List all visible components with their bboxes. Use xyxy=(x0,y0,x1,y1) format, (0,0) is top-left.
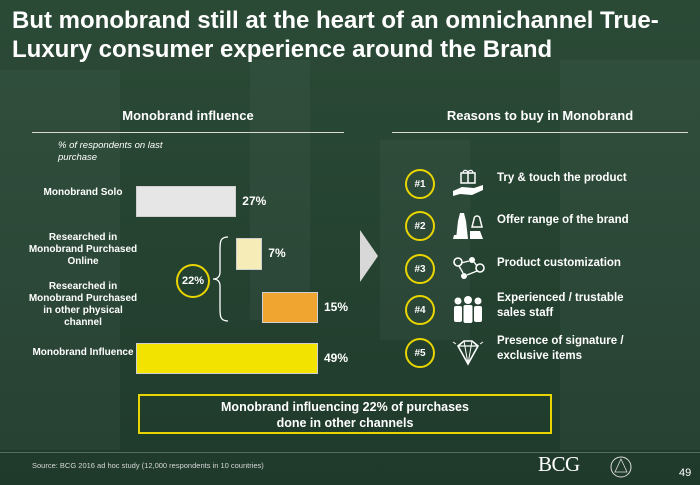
gift-hand-icon xyxy=(450,169,486,199)
bar-value-label: 15% xyxy=(324,300,349,314)
reason-rank-badge: #3 xyxy=(405,254,435,284)
diamond-icon xyxy=(450,338,486,368)
bar-value-label: 27% xyxy=(242,194,267,208)
chart-bar xyxy=(136,186,237,217)
bar-category-label: Monobrand Solo xyxy=(43,187,123,198)
right-section-divider xyxy=(392,132,688,133)
bar-value-label: 49% xyxy=(324,351,349,365)
chart-bar xyxy=(136,343,318,374)
chart-bar xyxy=(236,238,263,270)
reason-text: Try & touch the product xyxy=(497,172,627,184)
respondents-note: % of respondents on last purchase xyxy=(58,140,163,163)
bcg-logo: BCG xyxy=(538,452,580,476)
altagamma-logo xyxy=(610,456,632,478)
bar-category-label: Researched in Monobrand Purchased in oth… xyxy=(28,281,138,328)
bar-category-label: Monobrand Influence xyxy=(32,347,134,358)
reason-text: Experienced / trustable sales staff xyxy=(497,292,624,319)
chart-bar xyxy=(262,292,318,323)
bar-value-label: 7% xyxy=(268,246,286,260)
right-section-heading: Reasons to buy in Monobrand xyxy=(446,108,634,123)
fashion-items-icon xyxy=(450,211,486,241)
left-section-heading: Monobrand influence xyxy=(122,108,254,123)
chevron-right-icon xyxy=(360,230,378,282)
reason-rank-badge: #2 xyxy=(405,211,435,241)
callout-text: Monobrand influencing 22% of purchases d… xyxy=(221,400,469,430)
customization-nodes-icon xyxy=(450,254,486,284)
callout-box: Monobrand influencing 22% of purchases d… xyxy=(138,394,552,434)
reason-text: Presence of signature / exclusive items xyxy=(497,335,624,362)
slide-title: But monobrand still at the heart of an o… xyxy=(12,7,659,63)
reason-text: Product customization xyxy=(497,257,621,269)
staff-group-icon xyxy=(450,295,486,325)
footer-divider xyxy=(0,452,700,453)
reason-text: Offer range of the brand xyxy=(497,214,629,226)
group-percentage-badge: 22% xyxy=(176,264,210,298)
reason-rank-badge: #4 xyxy=(405,295,435,325)
page-number: 49 xyxy=(679,467,692,479)
left-section-divider xyxy=(32,132,344,133)
bar-category-label: Researched in Monobrand Purchased Online xyxy=(28,232,138,267)
reason-rank-badge: #5 xyxy=(405,338,435,368)
source-note: Source: BCG 2016 ad hoc study (12,000 re… xyxy=(32,461,264,470)
reason-rank-badge: #1 xyxy=(405,169,435,199)
bracket-icon xyxy=(212,236,229,322)
